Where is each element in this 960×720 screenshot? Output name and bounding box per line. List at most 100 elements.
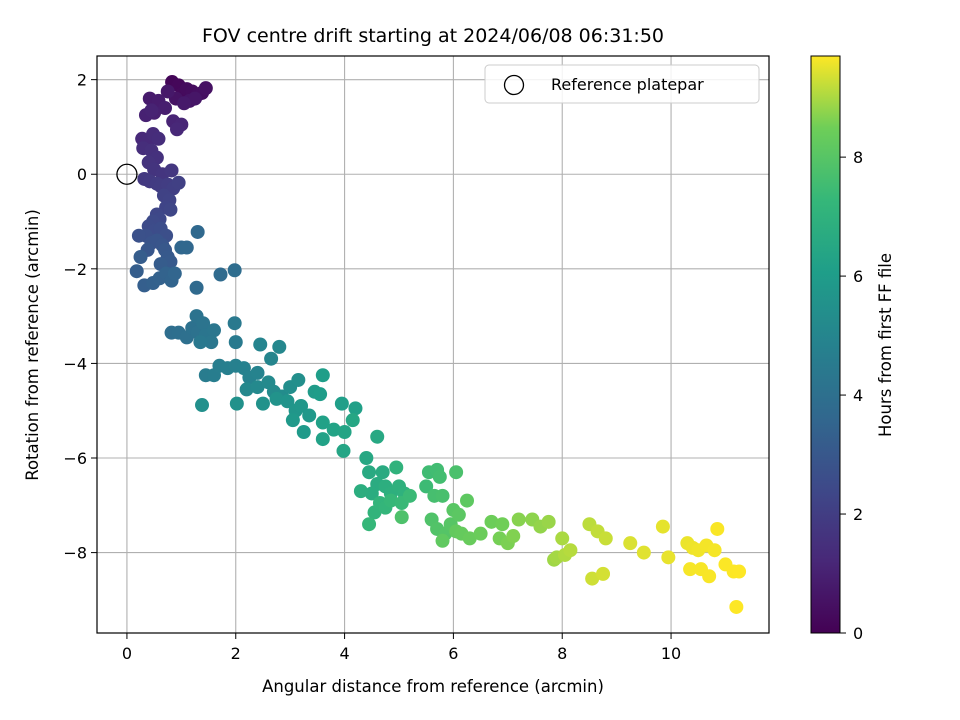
data-point — [229, 396, 244, 411]
data-point — [315, 415, 330, 430]
data-point — [460, 493, 475, 508]
data-point — [269, 391, 284, 406]
y-tick-label: 0 — [77, 165, 87, 184]
data-point — [253, 337, 268, 352]
data-point — [163, 202, 178, 217]
data-point — [169, 122, 184, 137]
data-point — [302, 408, 317, 423]
data-point — [389, 460, 404, 475]
data-point — [272, 339, 287, 354]
x-axis-title: Angular distance from reference (arcmin) — [262, 677, 604, 696]
data-point — [337, 424, 352, 439]
data-point — [661, 550, 676, 565]
data-point — [435, 488, 450, 503]
data-point — [432, 469, 447, 484]
data-point — [495, 517, 510, 532]
y-tick-label: −8 — [63, 544, 87, 563]
data-point — [435, 533, 450, 548]
data-point — [189, 280, 204, 295]
data-point — [598, 531, 613, 546]
x-tick-label: 0 — [122, 644, 132, 663]
data-point — [294, 398, 309, 413]
legend-entry-reference: Reference platepar — [551, 75, 704, 94]
x-tick-label: 4 — [339, 644, 349, 663]
data-point — [144, 103, 159, 118]
data-point — [160, 84, 175, 99]
data-point — [383, 493, 398, 508]
plot-frame — [96, 55, 770, 634]
data-point — [511, 512, 526, 527]
colorbar-gradient — [810, 55, 841, 634]
data-point — [167, 266, 182, 281]
data-point — [348, 401, 363, 416]
data-point — [449, 465, 464, 480]
data-point — [315, 368, 330, 383]
data-point — [177, 96, 192, 111]
data-point — [394, 510, 409, 525]
colorbar-tick-label: 8 — [853, 148, 863, 167]
data-point — [131, 228, 146, 243]
data-point — [683, 562, 698, 577]
colorbar-title: Hours from first FF file — [876, 253, 895, 437]
chart-title: FOV centre drift starting at 2024/06/08 … — [202, 25, 664, 47]
data-point — [375, 465, 390, 480]
y-tick-label: 2 — [77, 71, 87, 90]
data-point — [280, 394, 295, 409]
data-point — [402, 488, 417, 503]
data-point — [362, 465, 377, 480]
data-point — [353, 484, 368, 499]
x-tick-label: 8 — [557, 644, 567, 663]
data-point — [213, 267, 228, 282]
data-point — [190, 224, 205, 239]
data-point — [193, 335, 208, 350]
data-point — [484, 514, 499, 529]
data-point — [362, 517, 377, 532]
data-point — [563, 543, 578, 558]
data-point — [179, 240, 194, 255]
colorbar-tick-label: 0 — [853, 624, 863, 643]
data-point — [227, 263, 242, 278]
data-point — [710, 521, 725, 536]
colorbar-tick-label: 2 — [853, 505, 863, 524]
data-point — [334, 396, 349, 411]
data-point — [187, 91, 202, 106]
data-point — [239, 382, 254, 397]
data-point — [345, 413, 360, 428]
data-point — [228, 335, 243, 350]
data-point — [473, 526, 488, 541]
y-tick-label: −4 — [63, 354, 87, 373]
legend-box — [484, 64, 760, 104]
data-point — [315, 432, 330, 447]
data-point — [250, 365, 265, 380]
data-point — [364, 486, 379, 501]
data-point — [227, 316, 242, 331]
data-point — [623, 536, 638, 551]
data-point — [171, 175, 186, 190]
colorbar-ticks: 0 2 4 6 8 — [840, 148, 863, 643]
x-tick-label: 10 — [661, 644, 681, 663]
data-points — [129, 75, 747, 614]
data-point — [336, 443, 351, 458]
data-point — [585, 571, 600, 586]
y-tick-label: −6 — [63, 449, 87, 468]
data-point — [596, 566, 611, 581]
data-point — [198, 81, 213, 96]
data-point — [196, 316, 211, 331]
legend: Reference platepar — [484, 64, 760, 104]
x-axis: 0 2 4 6 8 10 — [122, 633, 681, 663]
data-point — [313, 387, 328, 402]
colorbar: 0 2 4 6 8 Hours from first FF file — [810, 55, 895, 643]
y-axis: 2 0 −2 −4 −6 −8 — [63, 71, 97, 563]
data-point — [204, 335, 219, 350]
data-point — [164, 163, 179, 178]
data-point — [133, 250, 148, 265]
data-point — [285, 413, 300, 428]
data-point — [555, 531, 570, 546]
data-point — [707, 543, 722, 558]
data-point — [419, 479, 434, 494]
x-tick-label: 6 — [448, 644, 458, 663]
data-point — [151, 131, 166, 146]
y-axis-title: Rotation from reference (arcmin) — [23, 209, 42, 481]
data-point — [296, 424, 311, 439]
